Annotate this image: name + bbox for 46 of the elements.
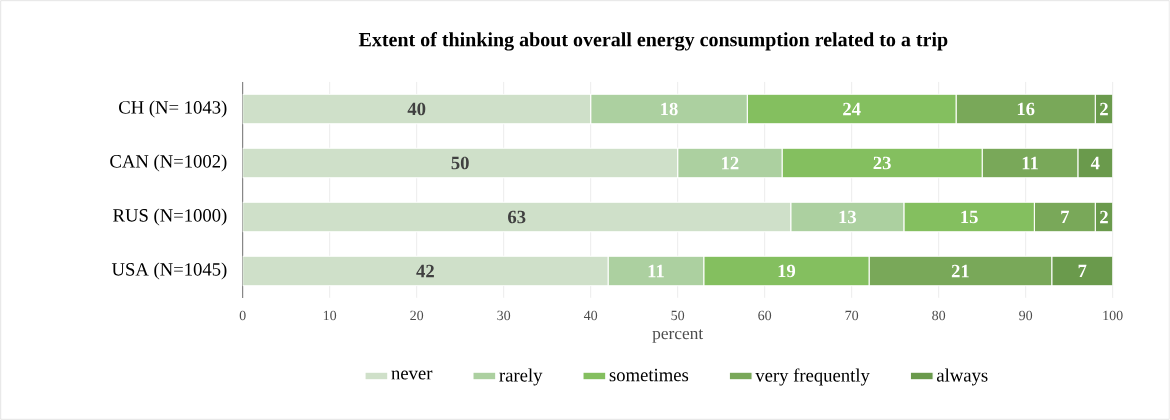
- legend-label: very frequently: [755, 368, 870, 386]
- y-tick-label: USA (N=1045): [111, 262, 227, 280]
- bar: [242, 147, 679, 179]
- legend-label: sometimes: [609, 368, 689, 382]
- data-label: 42: [416, 264, 434, 278]
- x-tick-label: 100: [1103, 310, 1123, 321]
- data-label: 2: [1100, 102, 1108, 116]
- data-label: 24: [843, 102, 861, 116]
- data-label: 7: [1078, 264, 1087, 278]
- data-label: 15: [961, 210, 978, 224]
- x-tick-label: 0: [239, 310, 246, 321]
- y-tick-label: RUS (N=1000): [113, 208, 227, 226]
- data-label: 18: [661, 102, 678, 116]
- x-tick-label: 50: [671, 310, 685, 321]
- x-tick-label: 30: [497, 310, 511, 321]
- bar: [242, 255, 609, 287]
- legend-label: rarely: [499, 368, 543, 386]
- x-tick-label: 10: [323, 310, 337, 321]
- data-label: 7: [1061, 210, 1070, 224]
- data-label: 4: [1090, 156, 1100, 170]
- data-label: 13: [839, 210, 857, 224]
- data-label: 11: [648, 264, 664, 278]
- bar: [242, 201, 792, 233]
- data-label: 19: [778, 264, 796, 278]
- data-label: 12: [722, 156, 739, 170]
- x-tick-label: 90: [1019, 310, 1033, 321]
- data-label: 23: [873, 156, 891, 170]
- data-label: 50: [451, 156, 469, 170]
- data-label: 11: [1022, 156, 1038, 170]
- x-tick-label: 70: [845, 310, 859, 321]
- data-label: 16: [1017, 102, 1035, 116]
- chart-title: Extent of thinking about overall energy consumption related to a trip: [358, 32, 948, 51]
- data-label: 63: [508, 210, 526, 224]
- y-tick-label: CH (N= 1043): [119, 100, 227, 118]
- x-tick-label: 80: [932, 310, 946, 321]
- y-tick-label: CAN (N=1002): [110, 154, 227, 172]
- x-axis-title: percent: [652, 329, 704, 343]
- data-label: 40: [407, 102, 426, 116]
- data-label: 2: [1100, 210, 1108, 224]
- data-label: 21: [951, 264, 969, 278]
- legend-label: always: [936, 368, 988, 386]
- x-tick-label: 40: [583, 310, 598, 321]
- bar: [242, 93, 592, 125]
- x-tick-label: 20: [410, 310, 424, 321]
- legend-label: never: [391, 370, 433, 380]
- x-tick-label: 60: [758, 310, 772, 321]
